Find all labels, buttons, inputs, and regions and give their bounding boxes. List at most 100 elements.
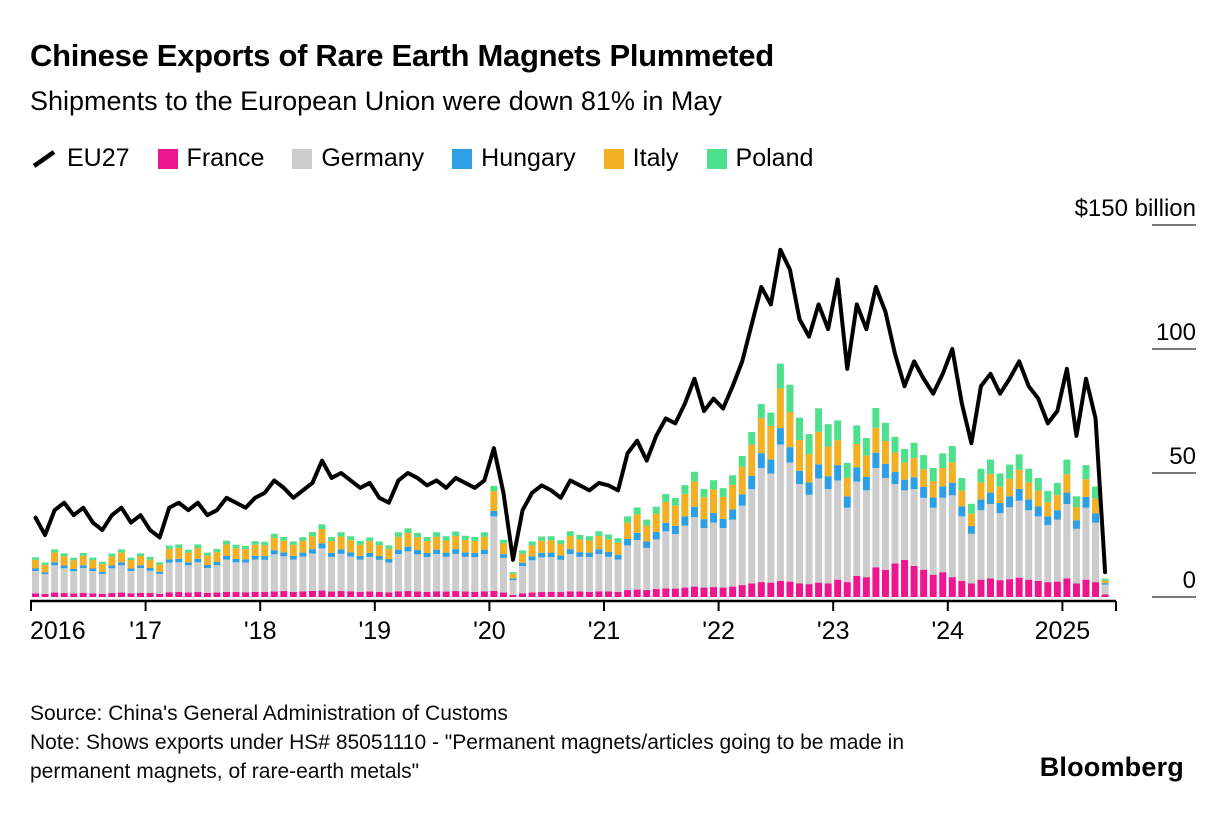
bar-segment-hungary [1063, 492, 1071, 504]
bar-segment-italy [251, 544, 259, 556]
bar-segment-italy [1053, 495, 1061, 511]
bar-segment-italy [108, 556, 116, 566]
bar-segment-italy [127, 560, 135, 569]
bar-segment-france [767, 582, 775, 597]
bar-segment-hungary [872, 452, 880, 469]
bar-segment-france [490, 590, 498, 597]
bar-segment-poland [347, 536, 355, 541]
bar-segment-germany [461, 556, 469, 592]
bar-segment-germany [996, 513, 1004, 581]
bar-segment-france [270, 591, 278, 597]
bar-segment-italy [595, 535, 603, 550]
legend-item-label: Germany [321, 144, 425, 172]
x-tick-label: 2016 [30, 617, 86, 645]
bar-segment-poland [1044, 490, 1052, 503]
bar-segment-italy [1101, 580, 1109, 584]
bar-segment-hungary [490, 510, 498, 517]
bar-segment-poland [652, 506, 660, 514]
page-subtitle: Shipments to the European Union were dow… [30, 86, 722, 116]
bar-segment-germany [805, 494, 813, 585]
bar-segment-germany [337, 553, 345, 592]
bar-segment-italy [70, 560, 78, 569]
bar-segment-germany [89, 570, 97, 594]
bar-segment-france [891, 563, 899, 597]
bar-segment-italy [605, 539, 612, 552]
bar-segment-poland [948, 445, 956, 463]
bar-segment-france [710, 587, 718, 597]
bar-segment-france [232, 592, 240, 597]
bar-segment-italy [175, 547, 183, 559]
bar-segment-hungary [700, 519, 708, 529]
bar-segment-hungary [137, 565, 145, 568]
bar-segment-germany [375, 559, 383, 593]
bar-segment-france [757, 582, 765, 597]
bar-segment-germany [643, 547, 651, 591]
bar-segment-hungary [557, 555, 565, 560]
source-text: Source: China's General Administration o… [30, 702, 508, 725]
bar-segment-france [977, 579, 985, 597]
bar-segment-italy [910, 458, 918, 478]
bar-segment-hungary [939, 486, 947, 498]
bar-segment-hungary [710, 512, 718, 523]
legend-item-eu27: EU27 [30, 144, 130, 173]
bar-segment-hungary [356, 555, 364, 560]
bar-segment-poland [461, 535, 469, 540]
bar-segment-france [920, 569, 928, 597]
bar-segment-france [939, 572, 947, 597]
bar-segment-poland [32, 557, 39, 560]
bar-segment-poland [175, 544, 183, 548]
bar-segment-hungary [1025, 499, 1033, 511]
bar-segment-france [566, 591, 574, 597]
bar-segment-france [471, 591, 479, 597]
color-swatch-icon [603, 148, 624, 169]
bar-segment-germany [127, 570, 135, 594]
bar-segment-hungary [385, 559, 393, 563]
bar-segment-hungary [948, 482, 956, 496]
bar-segment-italy [519, 553, 527, 563]
bar-segment-germany [251, 559, 259, 592]
bar-segment-hungary [920, 486, 928, 498]
bar-segment-italy [433, 536, 441, 550]
bar-segment-poland [194, 544, 202, 548]
bar-segment-germany [700, 528, 708, 588]
bar-segment-poland [51, 549, 59, 553]
bar-segment-france [414, 591, 421, 597]
bar-segment-germany [738, 505, 746, 586]
bar-segment-hungary [70, 568, 78, 572]
bar-segment-poland [853, 425, 861, 444]
bar-segment-france [1025, 579, 1033, 597]
bar-segment-germany [958, 516, 966, 581]
bar-segment-france [1072, 583, 1080, 597]
bar-segment-germany [117, 565, 125, 593]
bar-segment-italy [89, 560, 97, 569]
bar-segment-germany [681, 525, 689, 588]
bar-segment-poland [117, 549, 125, 553]
bar-segment-italy [41, 564, 49, 573]
bar-segment-hungary [776, 428, 784, 445]
bar-segment-poland [471, 536, 479, 541]
bar-segment-hungary [967, 526, 975, 534]
bar-segment-poland [156, 562, 164, 565]
bar-segment-poland [710, 480, 718, 490]
bar-segment-hungary [89, 568, 97, 571]
bar-segment-poland [41, 562, 49, 565]
bar-segment-france [1101, 594, 1109, 597]
bar-segment-france [308, 590, 316, 597]
bar-segment-france [1006, 579, 1014, 597]
bar-segment-hungary [289, 555, 297, 560]
bar-segment-hungary [32, 568, 39, 571]
bar-segment-poland [605, 534, 612, 540]
bar-segment-hungary [862, 476, 870, 491]
bar-segment-france [203, 592, 211, 597]
bar-segment-italy [442, 540, 450, 553]
bar-segment-poland [499, 539, 507, 544]
bar-segment-germany [414, 554, 421, 592]
bar-segment-germany [719, 528, 727, 588]
bar-segment-france [824, 583, 832, 597]
bar-segment-france [51, 592, 59, 597]
bar-segment-poland [452, 531, 460, 536]
bar-segment-poland [337, 532, 345, 537]
bar-segment-hungary [729, 509, 737, 520]
bar-segment-germany [987, 504, 994, 579]
bar-segment-poland [824, 424, 832, 447]
